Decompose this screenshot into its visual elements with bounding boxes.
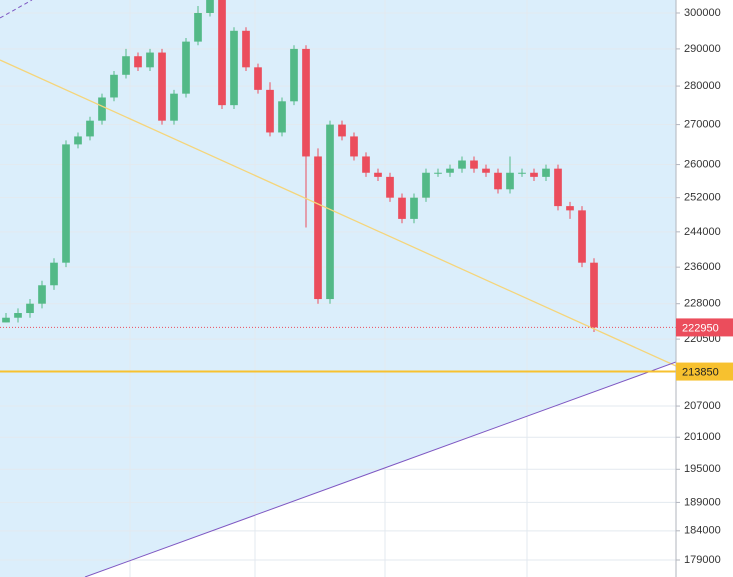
candle-body xyxy=(134,56,142,68)
candle-body xyxy=(74,136,82,145)
candle-body xyxy=(518,172,526,174)
candle-body xyxy=(278,101,286,133)
price-axis xyxy=(676,0,733,577)
candle-body xyxy=(182,41,190,94)
candle-body xyxy=(554,168,562,207)
y-tick-label: 184000 xyxy=(684,525,721,537)
candle-body xyxy=(542,168,550,177)
candle-body xyxy=(434,172,442,174)
candle-body xyxy=(326,124,334,300)
candle-body xyxy=(266,89,274,133)
candle-body xyxy=(314,156,322,300)
trend-line xyxy=(84,361,676,577)
candle-body xyxy=(350,136,358,157)
y-tick-label: 244000 xyxy=(684,226,721,238)
y-tick-label: 300000 xyxy=(684,7,721,19)
candle-body xyxy=(566,206,574,211)
last-price-label: 222950 xyxy=(682,322,719,334)
candle-body xyxy=(398,197,406,219)
y-tick-label: 189000 xyxy=(684,496,721,508)
trend-line xyxy=(0,59,676,367)
candle-body xyxy=(122,56,130,75)
candle-body xyxy=(38,285,46,304)
candle-body xyxy=(422,172,430,198)
candle-body xyxy=(302,48,310,157)
y-tick-label: 270000 xyxy=(684,118,721,130)
candle-body xyxy=(26,303,34,314)
candle-body xyxy=(62,144,70,263)
candle-body xyxy=(158,52,166,121)
y-tick-label: 260000 xyxy=(684,158,721,170)
candle-body xyxy=(530,172,538,177)
price-labels: 222950 213850 xyxy=(676,318,733,381)
candle-body xyxy=(578,210,586,263)
y-tick-label: 228000 xyxy=(684,298,721,310)
candle-body xyxy=(98,97,106,121)
candle-body xyxy=(110,74,118,98)
y-tick-label: 280000 xyxy=(684,80,721,92)
y-tick-label: 201000 xyxy=(684,431,721,443)
candle-body xyxy=(362,156,370,173)
candle-body xyxy=(194,12,202,42)
level-box xyxy=(676,362,733,381)
level-label: 213850 xyxy=(682,366,719,378)
y-tick-label: 252000 xyxy=(684,192,721,204)
candle-body xyxy=(458,160,466,169)
candle-body xyxy=(2,317,10,323)
y-tick-label: 207000 xyxy=(684,400,721,412)
candle-body xyxy=(482,168,490,173)
candle-body xyxy=(290,48,298,102)
candle-body xyxy=(374,172,382,177)
candle-body xyxy=(410,197,418,219)
last-price-box xyxy=(676,318,733,337)
y-tick-label: 179000 xyxy=(684,554,721,566)
y-tick-label: 195000 xyxy=(684,463,721,475)
candle-body xyxy=(146,52,154,68)
candle-body xyxy=(206,0,214,13)
candle-body xyxy=(14,313,22,318)
candle-body xyxy=(494,172,502,190)
candle-body xyxy=(170,93,178,121)
trend-line xyxy=(0,0,33,19)
shaded-zone xyxy=(0,0,676,577)
candle-body xyxy=(50,262,58,286)
candle-body xyxy=(590,262,598,328)
candle-body xyxy=(242,30,250,68)
y-tick-label: 290000 xyxy=(684,43,721,55)
candle-body xyxy=(386,176,394,198)
candle-body xyxy=(338,124,346,137)
candle-body xyxy=(470,160,478,169)
candle-body xyxy=(230,30,238,106)
candle-body xyxy=(86,120,94,137)
candle-body xyxy=(218,0,226,106)
candle-body xyxy=(506,172,514,190)
y-tick-label: 236000 xyxy=(684,261,721,273)
candle-body xyxy=(254,67,262,90)
candle-body xyxy=(446,168,454,173)
